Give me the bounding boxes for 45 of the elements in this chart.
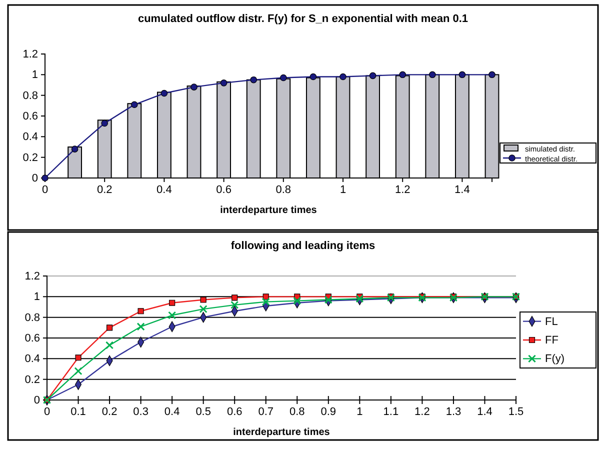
x-tick-label: 1.3 bbox=[446, 406, 462, 418]
x-tick-label: 1.4 bbox=[454, 184, 470, 196]
y-tick-label: 0.2 bbox=[24, 374, 40, 386]
x-tick-label: 1.4 bbox=[477, 406, 492, 418]
y-tick-label: 0.8 bbox=[22, 90, 38, 102]
x-tick-label: 0.5 bbox=[196, 406, 211, 418]
x-tick-label: 1 bbox=[356, 406, 363, 418]
x-tick-label: 0.6 bbox=[226, 406, 242, 418]
x-tick-label: 0 bbox=[42, 184, 48, 196]
legend-label: FF bbox=[545, 334, 559, 346]
x-tick-label: 0.9 bbox=[320, 406, 336, 418]
y-tick-label: 0.2 bbox=[22, 152, 38, 164]
x-tick-label: 1 bbox=[340, 184, 346, 196]
y-tick-label: 1 bbox=[34, 291, 40, 304]
chart-title: cumulated outflow distr. F(y) for S_n exponential with mean 0.1 bbox=[138, 13, 468, 25]
x-tick-label: 1.2 bbox=[394, 184, 410, 196]
x-tick-label: 0.3 bbox=[133, 406, 148, 418]
x-tick-label: 1.5 bbox=[508, 406, 524, 418]
x-tick-label: 0.8 bbox=[276, 184, 292, 196]
y-tick-label: 0 bbox=[34, 394, 40, 407]
y-tick-label: 1.2 bbox=[22, 48, 38, 61]
chart-title: following and leading items bbox=[230, 240, 376, 252]
x-axis-title: interdeparture times bbox=[220, 205, 318, 216]
x-tick-label: 0.4 bbox=[156, 184, 172, 196]
legend-label: FL bbox=[545, 316, 558, 328]
y-tick-label: 1.2 bbox=[24, 270, 40, 283]
x-tick-label: 0.2 bbox=[102, 406, 118, 418]
x-tick-label: 0.7 bbox=[258, 406, 274, 418]
legend-label: F(y) bbox=[545, 353, 565, 366]
y-tick-label: 1 bbox=[32, 69, 38, 82]
x-tick-label: 0 bbox=[44, 406, 50, 418]
x-tick-label: 0.2 bbox=[96, 184, 112, 196]
x-tick-label: 1.2 bbox=[414, 406, 430, 418]
x-tick-label: 0.1 bbox=[70, 406, 86, 418]
y-tick-label: 0 bbox=[32, 172, 38, 185]
x-tick-label: 0.4 bbox=[164, 406, 180, 418]
x-tick-label: 1.1 bbox=[383, 406, 399, 418]
y-tick-label: 0.6 bbox=[24, 332, 40, 345]
x-axis-title: interdeparture times bbox=[233, 427, 330, 438]
x-tick-label: 0.8 bbox=[289, 406, 305, 418]
y-tick-label: 0.6 bbox=[22, 110, 38, 123]
x-tick-label: 0.6 bbox=[216, 184, 232, 196]
y-tick-label: 0.4 bbox=[22, 131, 38, 144]
y-tick-label: 0.4 bbox=[24, 353, 40, 366]
y-tick-label: 0.8 bbox=[24, 312, 40, 324]
